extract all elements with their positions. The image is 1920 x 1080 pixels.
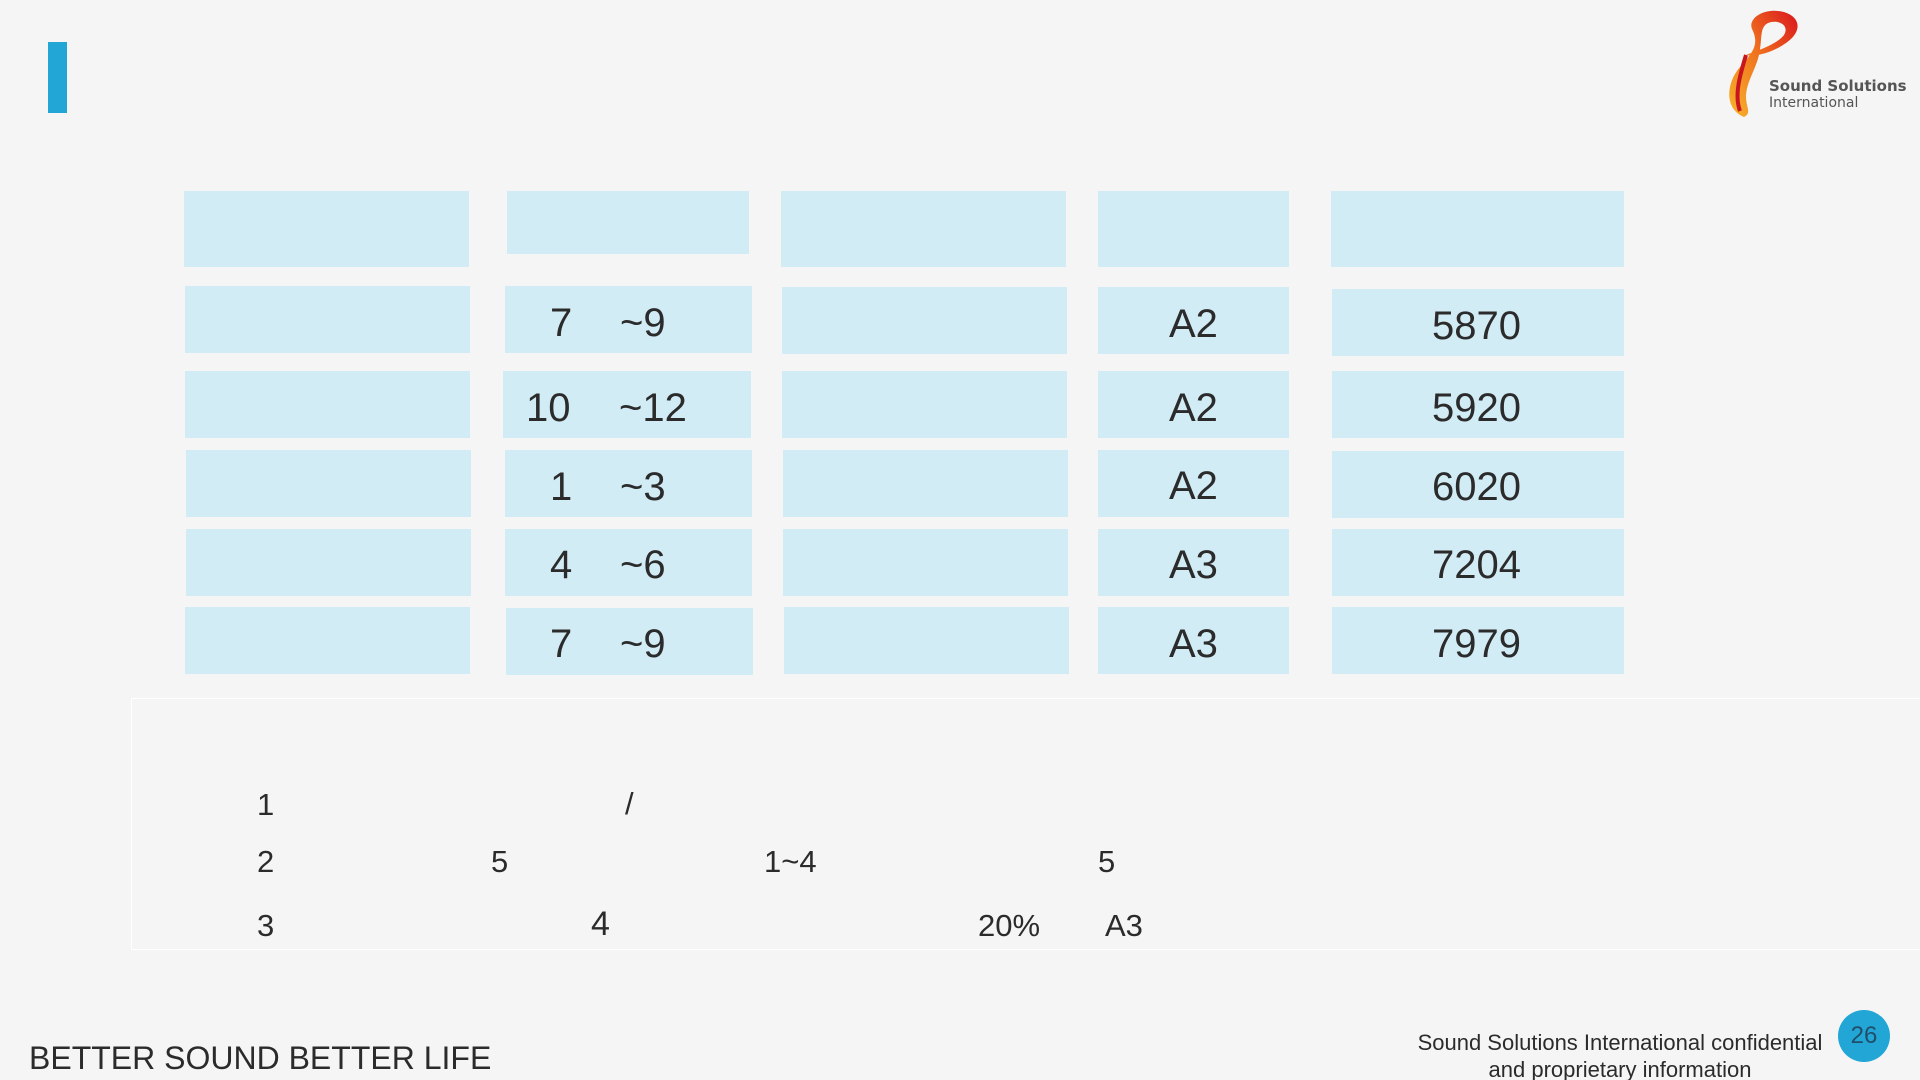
table-header-cell bbox=[184, 191, 469, 267]
table-cell bbox=[185, 371, 470, 438]
confidential-line-1: Sound Solutions International confidenti… bbox=[1417, 1030, 1823, 1055]
table-cell bbox=[505, 529, 752, 596]
table-cell bbox=[186, 529, 471, 596]
table-cell bbox=[185, 286, 470, 353]
table-cell bbox=[1332, 529, 1624, 596]
table-cell bbox=[1332, 371, 1624, 438]
range-start: 7 bbox=[550, 622, 573, 666]
note-2-value-c: 5 bbox=[1098, 844, 1116, 879]
table-cell bbox=[506, 608, 753, 675]
range-end: ~12 bbox=[619, 386, 687, 430]
amount-value: 7204 bbox=[1432, 543, 1521, 587]
page-number-badge: 26 bbox=[1838, 1010, 1890, 1062]
amount-value: 5920 bbox=[1432, 386, 1521, 430]
footer-slogan: BETTER SOUND BETTER LIFE bbox=[29, 1040, 492, 1076]
grade-value: A3 bbox=[1169, 622, 1218, 666]
table-header-cell bbox=[1098, 191, 1289, 267]
table-cell bbox=[783, 529, 1068, 596]
note-2-value-a: 5 bbox=[491, 844, 509, 879]
table-cell bbox=[186, 450, 471, 517]
note-1-number: 1 bbox=[257, 787, 275, 822]
title-accent-bar bbox=[48, 42, 67, 113]
table-header-cell bbox=[1331, 191, 1624, 267]
table-cell bbox=[1098, 287, 1289, 354]
table-cell bbox=[185, 607, 470, 674]
note-3-value-a: 4 bbox=[591, 905, 610, 943]
range-end: ~6 bbox=[620, 543, 666, 587]
amount-value: 7979 bbox=[1432, 622, 1521, 666]
table-cell bbox=[784, 607, 1069, 674]
table-cell bbox=[505, 286, 752, 353]
notes-box bbox=[131, 698, 1920, 950]
table-cell bbox=[783, 450, 1068, 517]
range-end: ~9 bbox=[620, 301, 666, 345]
table-cell bbox=[503, 371, 751, 438]
table-cell bbox=[1332, 289, 1624, 356]
table-cell bbox=[505, 450, 752, 517]
range-start: 1 bbox=[550, 465, 573, 509]
note-1-slash: / bbox=[625, 786, 634, 821]
amount-value: 6020 bbox=[1432, 465, 1521, 509]
grade-value: A2 bbox=[1169, 302, 1218, 346]
table-cell bbox=[782, 371, 1067, 438]
note-2-number: 2 bbox=[257, 844, 275, 879]
amount-value: 5870 bbox=[1432, 304, 1521, 348]
range-end: ~3 bbox=[620, 465, 666, 509]
table-header-cell bbox=[781, 191, 1066, 267]
grade-value: A2 bbox=[1169, 464, 1218, 508]
sound-solutions-logo-icon bbox=[1729, 10, 1798, 117]
table-header-cell bbox=[507, 191, 749, 254]
table-cell bbox=[1098, 450, 1289, 517]
confidential-line-2: and proprietary information bbox=[1488, 1057, 1752, 1080]
footer-confidential: Sound Solutions International confidenti… bbox=[1392, 1029, 1848, 1080]
grade-value: A2 bbox=[1169, 386, 1218, 430]
range-end: ~9 bbox=[620, 622, 666, 666]
note-3-grade: A3 bbox=[1105, 908, 1143, 943]
range-start: 10 bbox=[526, 386, 571, 430]
table-cell bbox=[1098, 371, 1289, 438]
table-cell bbox=[1332, 451, 1624, 518]
table-cell bbox=[1098, 607, 1289, 674]
table-cell bbox=[782, 287, 1067, 354]
note-2-value-b: 1~4 bbox=[764, 844, 817, 879]
logo-line2: International bbox=[1769, 95, 1859, 111]
logo-wordmark: Sound Solutions International bbox=[1769, 78, 1907, 112]
range-start: 4 bbox=[550, 543, 573, 587]
note-3-number: 3 bbox=[257, 908, 275, 943]
logo-line1: Sound Solutions bbox=[1769, 77, 1907, 95]
table-cell bbox=[1098, 529, 1289, 596]
note-3-percent: 20% bbox=[978, 908, 1041, 943]
range-start: 7 bbox=[550, 301, 573, 345]
table-cell bbox=[1332, 607, 1624, 674]
grade-value: A3 bbox=[1169, 543, 1218, 587]
